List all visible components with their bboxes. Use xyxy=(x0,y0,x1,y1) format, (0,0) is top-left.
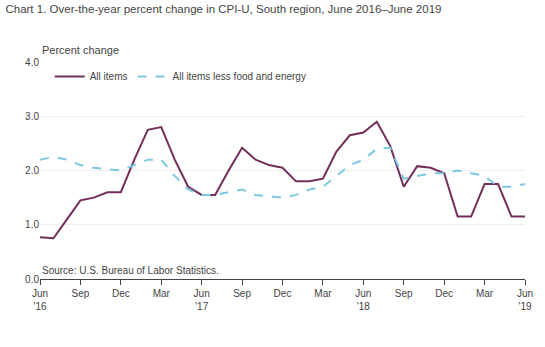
svg-text:Jun'16: Jun'16 xyxy=(32,288,48,312)
svg-text:Sep: Sep xyxy=(72,288,90,299)
svg-text:Mar: Mar xyxy=(476,288,494,299)
svg-text:All items: All items xyxy=(90,71,128,82)
svg-text:Mar: Mar xyxy=(153,288,171,299)
svg-text:0.0: 0.0 xyxy=(25,274,39,285)
svg-text:4.0: 4.0 xyxy=(25,57,39,68)
svg-text:All items less food and energy: All items less food and energy xyxy=(172,71,305,82)
svg-text:Mar: Mar xyxy=(314,288,332,299)
svg-text:1.0: 1.0 xyxy=(25,219,39,230)
svg-text:Dec: Dec xyxy=(112,288,130,299)
svg-text:Jun'17: Jun'17 xyxy=(194,288,210,312)
svg-text:Percent change: Percent change xyxy=(42,44,119,56)
svg-text:Sep: Sep xyxy=(233,288,251,299)
svg-text:Source: U.S. Bureau of Labor S: Source: U.S. Bureau of Labor Statistics. xyxy=(42,265,219,276)
svg-text:Dec: Dec xyxy=(435,288,453,299)
svg-text:3.0: 3.0 xyxy=(25,111,39,122)
svg-text:Sep: Sep xyxy=(395,288,413,299)
svg-text:Jun'19: Jun'19 xyxy=(517,288,533,312)
svg-text:2.0: 2.0 xyxy=(25,165,39,176)
svg-text:Chart 1. Over-the-year percent: Chart 1. Over-the-year percent change in… xyxy=(5,3,441,15)
svg-text:Jun'18: Jun'18 xyxy=(355,288,371,312)
svg-text:Dec: Dec xyxy=(274,288,292,299)
